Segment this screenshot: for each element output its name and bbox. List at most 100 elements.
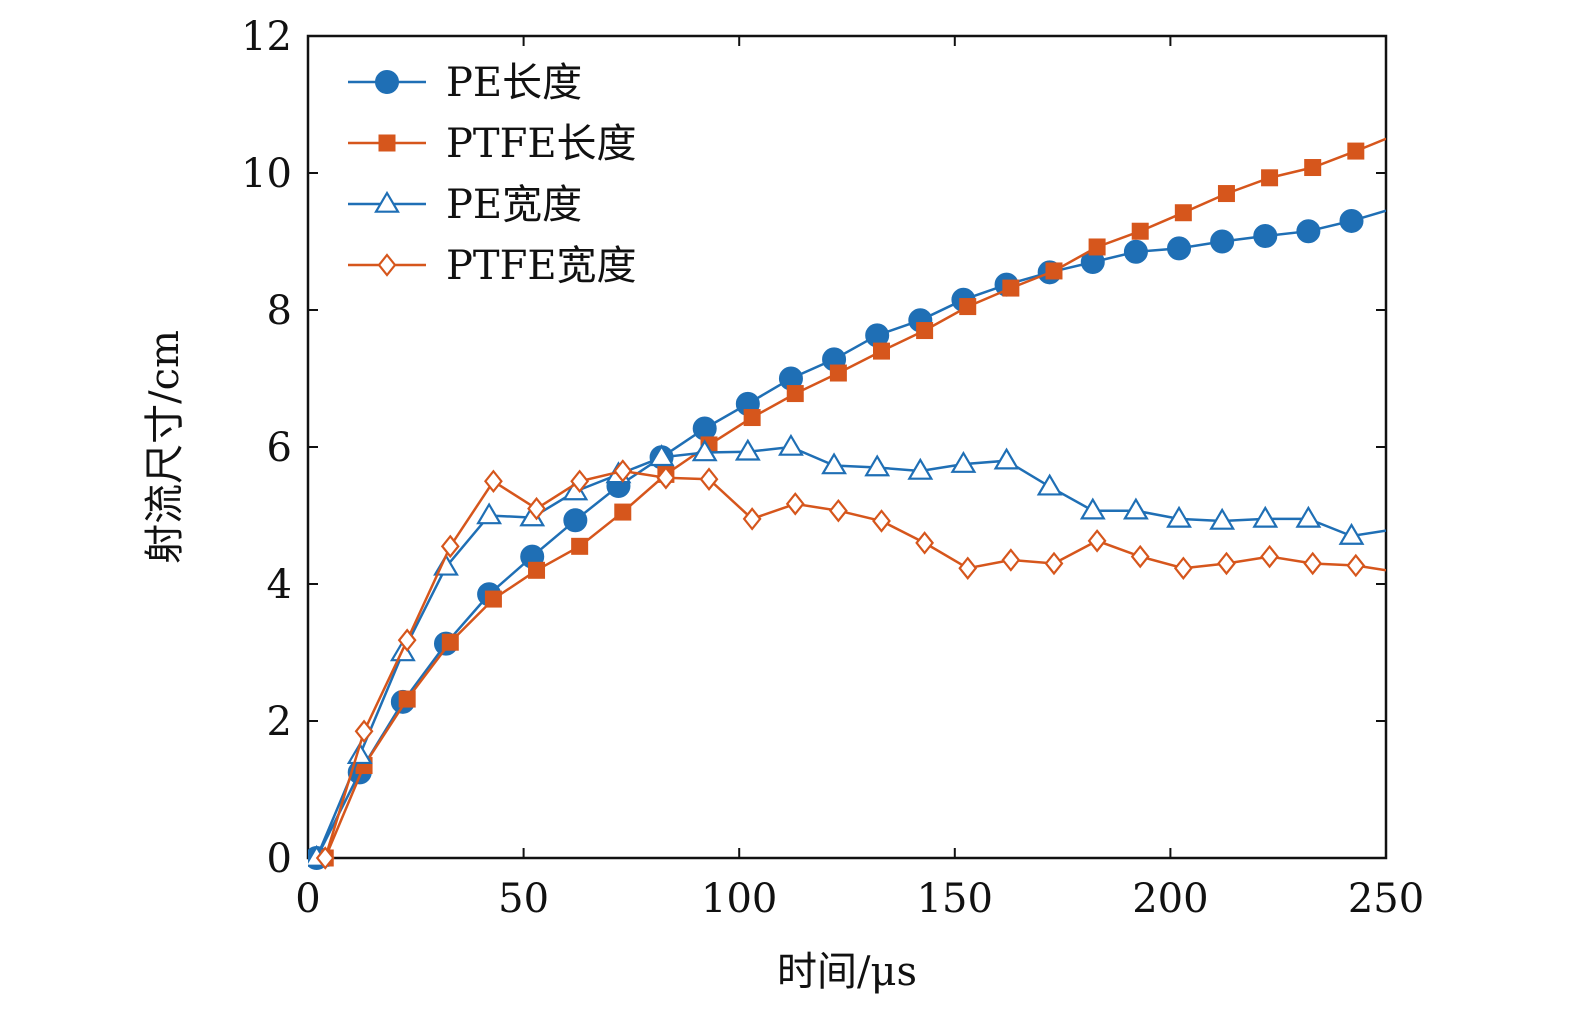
data-point (872, 509, 891, 533)
legend-marker (374, 190, 400, 213)
data-point (959, 298, 977, 316)
data-point (315, 846, 335, 870)
series-layer (308, 137, 1386, 870)
y-tick-label: 0 (267, 836, 292, 882)
data-point (1346, 553, 1366, 578)
data-point (527, 496, 546, 521)
data-point (734, 438, 761, 461)
x-tick-label: 250 (1348, 876, 1424, 922)
data-point (1044, 551, 1064, 576)
x-tick-label: 200 (1132, 876, 1208, 922)
data-point (742, 507, 762, 531)
data-point (397, 628, 417, 652)
data-point (1088, 238, 1106, 256)
data-point (1167, 236, 1192, 261)
data-point (907, 457, 934, 480)
data-point (398, 690, 416, 708)
data-point (1210, 229, 1235, 254)
data-point (821, 452, 847, 475)
data-point (563, 508, 588, 533)
series-line (315, 445, 1386, 859)
y-tick-label: 10 (241, 151, 292, 197)
legend: PE长度 PTFE长度 PE宽度 PTFE宽度 (348, 60, 637, 289)
data-point (440, 534, 460, 559)
data-point (1123, 239, 1148, 264)
data-point (1130, 544, 1150, 569)
data-point (484, 469, 503, 494)
data-point (872, 342, 890, 360)
x-axis-title: 时间/μs (777, 949, 917, 995)
y-axis-title: 射流尺寸/cm (142, 330, 188, 564)
data-point (691, 439, 718, 462)
y-tick-label: 12 (241, 14, 292, 60)
series-line (315, 209, 1386, 859)
data-point (1217, 185, 1235, 203)
data-point (484, 590, 502, 608)
data-point (1045, 262, 1063, 280)
x-axis-ticks: 0 50 100 150 200 250 (295, 36, 1424, 922)
data-point (778, 433, 804, 456)
data-point (1174, 204, 1192, 222)
data-point (829, 364, 847, 382)
data-point (441, 633, 459, 651)
data-point (1087, 529, 1107, 553)
data-point (1079, 497, 1106, 520)
data-point (1253, 224, 1278, 249)
x-tick-label: 100 (701, 876, 777, 922)
legend-label: PTFE宽度 (446, 243, 637, 289)
data-point (354, 719, 374, 744)
data-point (476, 502, 503, 525)
y-axis-ticks: 0 2 4 6 8 10 12 (241, 14, 1386, 882)
data-point (346, 742, 373, 765)
data-point (743, 409, 761, 427)
data-point (785, 492, 805, 516)
x-tick-label: 50 (498, 876, 549, 922)
data-point (614, 503, 632, 521)
data-point (1295, 505, 1322, 528)
data-point (1173, 556, 1193, 581)
legend-marker (377, 253, 397, 277)
data-point (1036, 473, 1063, 496)
data-point (1131, 222, 1149, 240)
x-tick-label: 0 (295, 876, 320, 922)
data-point (1217, 551, 1236, 576)
y-tick-label: 6 (267, 425, 292, 471)
data-point (571, 537, 589, 555)
data-point (1209, 507, 1236, 530)
data-point (648, 444, 675, 467)
data-point (864, 454, 891, 477)
legend-label: PE长度 (446, 60, 582, 106)
data-point (916, 322, 934, 340)
legend-label: PE宽度 (446, 182, 582, 228)
data-point (570, 469, 590, 494)
data-point (828, 498, 848, 523)
legend-marker (378, 134, 396, 152)
legend-label: PTFE长度 (446, 121, 637, 167)
data-point (786, 385, 804, 403)
data-point (656, 466, 676, 490)
data-point (915, 531, 935, 555)
data-point (1339, 208, 1364, 233)
y-tick-label: 4 (267, 562, 292, 608)
data-point (1252, 505, 1279, 528)
legend-marker (375, 70, 399, 94)
series-4 (315, 459, 1386, 870)
x-tick-label: 150 (917, 876, 993, 922)
data-point (950, 450, 977, 473)
data-point (1304, 159, 1322, 177)
y-tick-label: 2 (267, 699, 292, 745)
data-point (993, 447, 1020, 470)
data-point (1260, 544, 1279, 569)
data-point (699, 467, 719, 491)
series-3 (308, 433, 1386, 867)
data-point (1261, 169, 1279, 187)
data-point (1296, 219, 1321, 244)
data-point (528, 561, 546, 579)
data-point (1166, 505, 1192, 528)
data-point (1122, 497, 1149, 520)
data-point (1347, 142, 1365, 160)
data-point (1338, 522, 1365, 545)
data-point (1001, 548, 1021, 572)
series-2 (316, 137, 1386, 867)
